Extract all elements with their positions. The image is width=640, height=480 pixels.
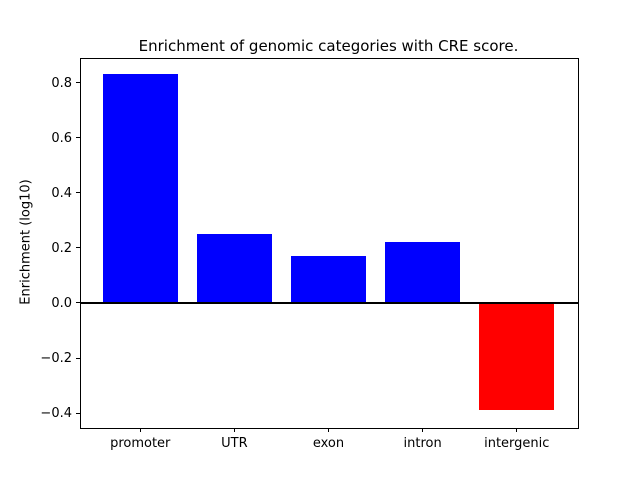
y-tick-label: 0.0 bbox=[51, 295, 72, 311]
chart-title: Enrichment of genomic categories with CR… bbox=[138, 37, 519, 55]
x-tick-mark bbox=[516, 428, 518, 432]
bar-UTR bbox=[196, 234, 273, 303]
y-tick-label: 0.8 bbox=[51, 75, 72, 91]
x-tick-mark bbox=[139, 428, 141, 432]
x-tick-label-UTR: UTR bbox=[221, 436, 248, 451]
x-tick-label-intron: intron bbox=[403, 436, 442, 451]
y-tick-label: 0.2 bbox=[51, 240, 72, 256]
y-tick-mark bbox=[76, 137, 80, 139]
y-tick-label: 0.4 bbox=[51, 185, 72, 201]
y-tick-mark bbox=[76, 302, 80, 304]
bar-exon bbox=[290, 256, 367, 303]
y-tick-label: 0.6 bbox=[51, 130, 72, 146]
y-tick-label: −0.4 bbox=[40, 406, 72, 422]
y-tick-mark bbox=[76, 192, 80, 194]
x-tick-label-intergenic: intergenic bbox=[484, 436, 550, 451]
y-tick-mark bbox=[76, 247, 80, 249]
x-tick-label-exon: exon bbox=[312, 436, 345, 451]
bar-promoter bbox=[102, 74, 178, 303]
y-tick-mark bbox=[76, 82, 80, 84]
x-tick-mark bbox=[422, 428, 424, 432]
bar-intergenic bbox=[479, 302, 555, 411]
y-tick-mark bbox=[76, 412, 80, 414]
y-tick-mark bbox=[76, 357, 80, 359]
zero-line bbox=[80, 301, 579, 304]
x-tick-mark bbox=[233, 428, 235, 432]
x-tick-label-promoter: promoter bbox=[110, 436, 171, 451]
bar-intron bbox=[384, 242, 461, 303]
x-tick-mark bbox=[328, 428, 329, 432]
y-tick-label: −0.2 bbox=[40, 351, 72, 367]
